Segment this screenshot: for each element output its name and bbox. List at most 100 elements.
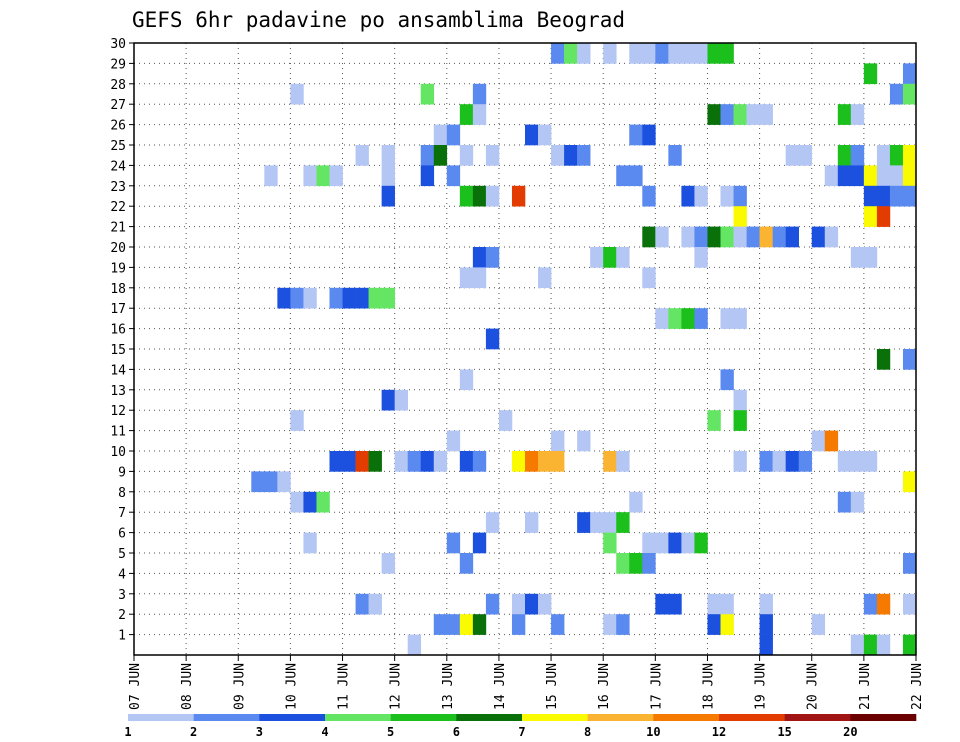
heatmap-cell: [642, 553, 656, 574]
heatmap-cell: [590, 512, 604, 533]
heatmap-cell: [837, 104, 852, 125]
heatmap-cell: [616, 512, 630, 533]
heatmap-cell: [303, 287, 317, 309]
heatmap-cell: [316, 165, 330, 187]
heatmap-cell: [551, 43, 565, 64]
heatmap-cell: [655, 308, 669, 329]
heatmap-cell: [707, 593, 721, 615]
heatmap-cell: [368, 593, 382, 615]
heatmap-cell: [329, 451, 343, 472]
heatmap-cell: [368, 287, 382, 309]
heatmap-cell: [824, 226, 839, 248]
heatmap-cell: [433, 145, 448, 166]
heatmap-cell: [511, 593, 526, 615]
heatmap-cell: [642, 267, 656, 289]
y-axis-ticks: 1234567891011121314151617181920212223242…: [110, 37, 134, 644]
heatmap-cell: [863, 247, 878, 268]
y-tick-label: 16: [110, 323, 126, 338]
heatmap-cell: [355, 145, 369, 166]
heatmap-cell: [655, 593, 669, 615]
heatmap-cell: [668, 308, 682, 329]
x-axis-ticks: 07 JUN 08 JUN 09 JUN 10 JUN 11 JUN 12 JUN 13 J…: [128, 655, 925, 710]
y-tick-label: 10: [110, 445, 126, 460]
heatmap-cell: [902, 165, 917, 187]
heatmap-cell: [876, 206, 891, 227]
heatmap-cell: [616, 614, 630, 635]
y-tick-label: 9: [118, 465, 126, 480]
chart-title: GEFS 6hr padavine po ansamblima Beograd: [132, 8, 625, 32]
heatmap-cell: [837, 491, 852, 513]
heatmap-cell: [342, 287, 356, 309]
heatmap-cell: [329, 165, 343, 187]
heatmap-cell: [446, 532, 461, 554]
heatmap-cell: [759, 451, 773, 472]
heatmap-cell: [538, 451, 552, 472]
heatmap-cell: [889, 145, 904, 166]
heatmap-cell: [902, 185, 917, 207]
heatmap-cell: [772, 451, 786, 472]
y-tick-label: 30: [110, 37, 126, 52]
y-tick-label: 29: [110, 57, 126, 72]
colorbar-swatch: [325, 714, 391, 721]
heatmap-cell: [290, 491, 304, 513]
heatmap-cell: [759, 226, 773, 248]
x-tick-label: 12 JUN: [389, 663, 404, 710]
heatmap-cell: [707, 226, 721, 248]
heatmap-cell: [902, 145, 917, 166]
heatmap-cell: [459, 267, 474, 289]
heatmap-cell: [277, 471, 291, 493]
heatmap-cell: [485, 145, 500, 166]
heatmap-cell: [811, 430, 826, 452]
heatmap-cell: [785, 226, 799, 248]
heatmap-cell: [472, 104, 487, 125]
heatmap-cell: [759, 614, 773, 635]
heatmap-cell: [850, 451, 865, 472]
heatmap-cell: [394, 451, 408, 472]
heatmap-cell: [616, 451, 630, 472]
heatmap-cell: [381, 165, 395, 187]
heatmap-cell: [472, 614, 487, 635]
heatmap-cell: [264, 471, 278, 493]
y-tick-label: 1: [118, 629, 126, 644]
y-tick-label: 4: [118, 567, 126, 582]
y-tick-label: 26: [110, 119, 126, 134]
heatmap-cell: [837, 145, 852, 166]
colorbar-swatch: [784, 714, 851, 721]
heatmap-cell: [551, 430, 565, 452]
heatmap-cell: [707, 410, 721, 431]
x-tick-label: 14 JUN: [493, 663, 508, 710]
heatmap-cell: [785, 451, 799, 472]
x-tick-label: 16 JUN: [597, 663, 612, 710]
y-tick-label: 21: [110, 221, 126, 236]
heatmap-cell: [850, 104, 865, 125]
heatmap-cell: [446, 430, 461, 452]
colorbar-swatch: [259, 714, 326, 721]
heatmap-cell: [798, 451, 813, 472]
heatmap-cell: [642, 185, 656, 207]
heatmap-cell: [342, 451, 356, 472]
x-tick-label: 07 JUN: [128, 663, 143, 710]
heatmap-cell: [785, 145, 799, 166]
heatmap-cell: [733, 185, 747, 207]
x-tick-label: 15 JUN: [545, 663, 560, 710]
x-tick-label: 21 JUN: [858, 663, 873, 710]
heatmap-cell: [525, 512, 539, 533]
y-tick-label: 8: [118, 486, 126, 501]
colorbar-swatch: [128, 714, 194, 721]
heatmap-cell: [902, 349, 917, 370]
colorbar-label: 2: [190, 725, 197, 739]
heatmap-cell: [824, 165, 839, 187]
heatmap-cell: [902, 553, 917, 574]
y-tick-label: 27: [110, 98, 126, 113]
colorbar-label: 10: [646, 725, 660, 739]
heatmap-cell: [876, 145, 891, 166]
heatmap-cell: [564, 145, 578, 166]
heatmap-cell: [459, 369, 474, 391]
heatmap-cell: [368, 451, 382, 472]
heatmap-cell: [485, 185, 500, 207]
x-tick-label: 19 JUN: [754, 663, 769, 710]
heatmap-cell: [420, 165, 435, 187]
heatmap-cell: [837, 451, 852, 472]
colorbar-swatch: [719, 714, 785, 721]
